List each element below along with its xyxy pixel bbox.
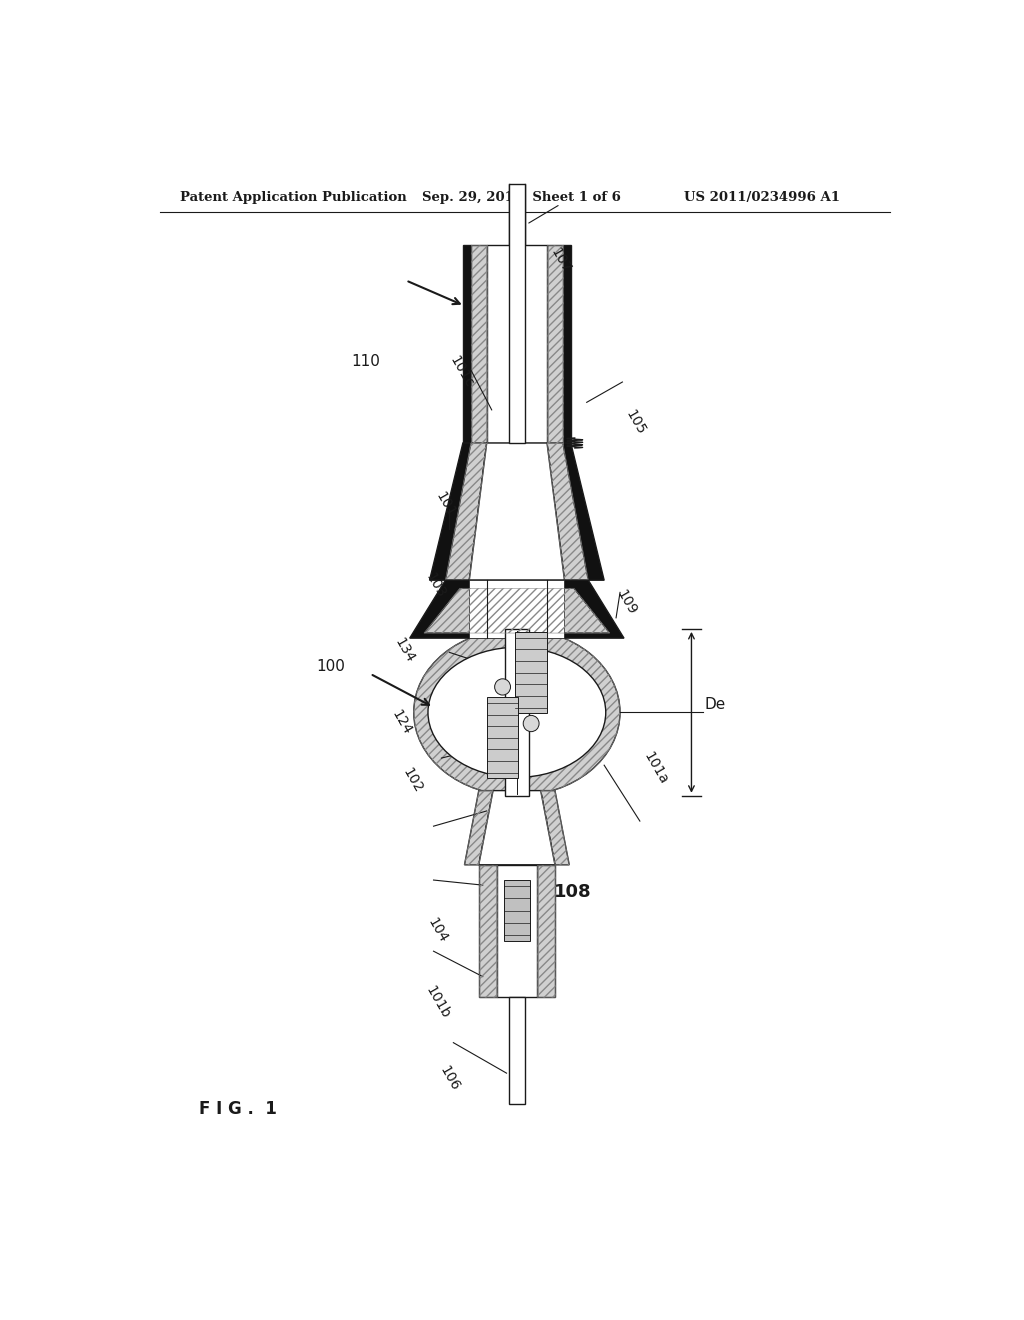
Polygon shape xyxy=(424,589,609,634)
Text: 109: 109 xyxy=(613,587,639,618)
Text: 102: 102 xyxy=(399,766,425,796)
Text: 104: 104 xyxy=(425,916,451,946)
Text: 101a: 101a xyxy=(641,750,671,787)
Polygon shape xyxy=(469,581,564,638)
Text: Sep. 29, 2011  Sheet 1 of 6: Sep. 29, 2011 Sheet 1 of 6 xyxy=(422,190,621,203)
Polygon shape xyxy=(547,244,563,444)
Text: 100: 100 xyxy=(316,659,345,675)
Text: 134: 134 xyxy=(391,635,417,665)
Text: De: De xyxy=(705,697,726,711)
Ellipse shape xyxy=(523,715,539,731)
Polygon shape xyxy=(486,244,547,444)
Polygon shape xyxy=(410,581,624,638)
Polygon shape xyxy=(479,791,555,865)
Polygon shape xyxy=(445,444,486,581)
Polygon shape xyxy=(497,865,537,997)
Ellipse shape xyxy=(495,678,511,696)
Bar xyxy=(504,880,529,941)
Ellipse shape xyxy=(428,647,606,777)
Polygon shape xyxy=(541,791,569,865)
Polygon shape xyxy=(469,444,564,581)
Text: 103: 103 xyxy=(423,570,449,601)
Text: US 2011/0234996 A1: US 2011/0234996 A1 xyxy=(684,190,840,203)
Text: 107: 107 xyxy=(548,246,573,275)
Text: Patent Application Publication: Patent Application Publication xyxy=(179,190,407,203)
Polygon shape xyxy=(465,791,494,865)
Polygon shape xyxy=(509,183,524,444)
Text: 101: 101 xyxy=(433,488,458,519)
Polygon shape xyxy=(563,244,570,444)
Text: F I G .  1: F I G . 1 xyxy=(200,1100,278,1118)
Polygon shape xyxy=(537,865,555,997)
Polygon shape xyxy=(547,444,588,581)
Text: 110: 110 xyxy=(351,354,381,370)
Polygon shape xyxy=(479,865,497,997)
Polygon shape xyxy=(463,244,471,444)
Text: 101c: 101c xyxy=(446,354,476,391)
Text: 101b: 101b xyxy=(423,983,453,1020)
Text: 124: 124 xyxy=(389,708,415,738)
Polygon shape xyxy=(430,444,471,581)
Text: 108: 108 xyxy=(554,883,591,902)
Bar xyxy=(486,697,518,779)
Polygon shape xyxy=(471,244,486,444)
Bar xyxy=(515,632,547,713)
Text: 106: 106 xyxy=(436,1064,462,1093)
Ellipse shape xyxy=(414,630,621,796)
Text: 105: 105 xyxy=(624,408,648,438)
Polygon shape xyxy=(563,444,604,581)
Polygon shape xyxy=(505,630,528,796)
Polygon shape xyxy=(509,997,524,1104)
